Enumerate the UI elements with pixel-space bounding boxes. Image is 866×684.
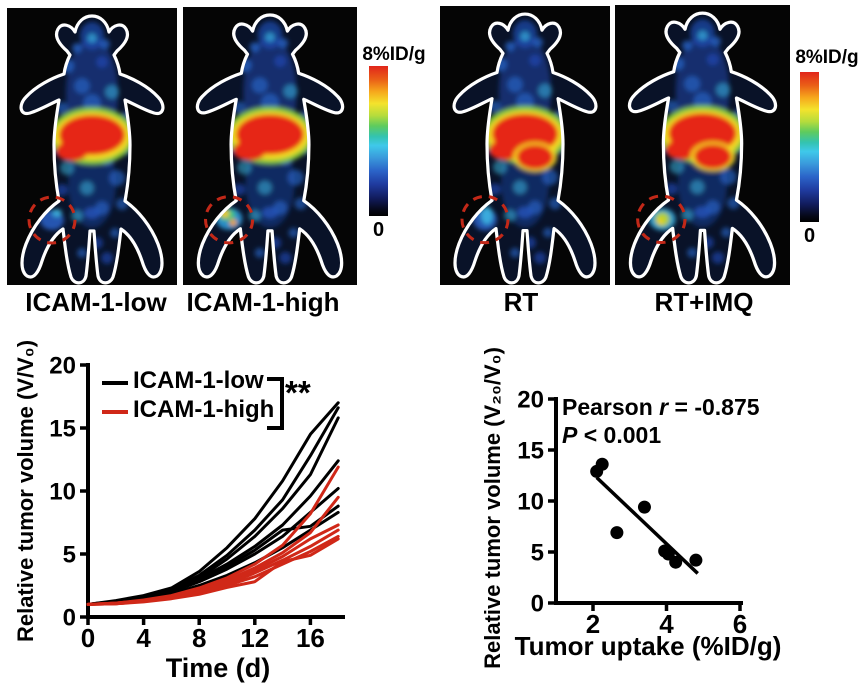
significance-stars: ** <box>285 374 311 411</box>
tumor-roi-circle <box>203 195 255 245</box>
scatter-y-tick-label: 5 <box>531 540 544 567</box>
growth-y-tick-label: 0 <box>63 605 76 632</box>
colorbar-right-max-label: 8%ID/g <box>795 47 859 68</box>
growth-y-tick-label: 20 <box>49 353 76 380</box>
scatter-point <box>637 500 651 514</box>
pearson-r-symbol: r <box>659 394 669 420</box>
scatter-point <box>610 526 624 540</box>
scatter-y-tick-label: 15 <box>517 438 544 465</box>
scatter-x-tick-label: 6 <box>733 609 747 639</box>
scatter-xaxis-title: Tumor uptake (%ID/g) <box>515 631 782 661</box>
tumor-roi-circle <box>460 194 510 245</box>
growth-y-tick-label: 5 <box>63 542 76 569</box>
regression-line <box>595 476 699 575</box>
pearson-r-value: = -0.875 <box>668 394 760 420</box>
tumor-roi-circle <box>636 194 687 245</box>
panel-caption-icam-1-low: ICAM-1-low <box>25 287 167 317</box>
legend-swatch-icam-1-high <box>102 410 128 414</box>
colorbar-right-min-label: 0 <box>803 225 816 247</box>
mouse-outline <box>627 11 778 285</box>
colorbar-left <box>369 66 388 216</box>
p-symbol: P <box>562 422 578 448</box>
scatter-y-tick-label: 0 <box>531 591 544 618</box>
growth-x-tick-label: 4 <box>136 623 151 653</box>
panel-caption-rt-imq: RT+IMQ <box>654 287 754 317</box>
colorbar-left-min-label: 0 <box>372 219 385 241</box>
scatter-point <box>595 457 609 471</box>
pet-liver-signal <box>658 105 747 172</box>
pearson-prefix: Pearson <box>562 394 660 420</box>
tumor-signal <box>40 209 64 230</box>
mouse-outline <box>195 13 345 285</box>
mouse-outline <box>19 14 165 285</box>
mouse-outline <box>452 12 598 285</box>
panel-caption-icam-1-high: ICAM-1-high <box>186 287 340 317</box>
scatter-point <box>689 553 703 567</box>
tumor-growth-chart: Time (d) Relative tumor volume (V/V₀) 0 5… <box>13 340 345 683</box>
colorbar-left-max-label: 8%ID/g <box>362 44 426 65</box>
pet-image-icam-1-low <box>7 8 177 285</box>
tumor-signal <box>648 208 676 231</box>
growth-x-tick-label: 12 <box>240 623 269 653</box>
legend-label-icam-1-high: ICAM-1-high <box>133 396 275 423</box>
pet-image-rt-imq <box>615 5 790 285</box>
growth-x-tick-label: 16 <box>296 623 325 653</box>
scatter-y-tick-label: 20 <box>517 387 544 414</box>
pet-liver-signal <box>225 106 315 165</box>
scatter-point <box>669 555 683 569</box>
p-value: < 0.001 <box>577 422 662 448</box>
scatter-x-tick-label: 2 <box>586 609 600 639</box>
growth-y-tick-label: 10 <box>49 479 76 506</box>
growth-yaxis-title: Relative tumor volume (V/V₀) <box>13 340 38 642</box>
scatter-x-tick-label: 4 <box>659 609 674 639</box>
significance-bracket <box>267 377 284 430</box>
correlation-scatter-chart: Tumor uptake (%ID/g) Relative tumor volu… <box>480 347 782 669</box>
growth-x-tick-label: 8 <box>192 623 206 653</box>
panel-caption-rt: RT <box>503 287 539 317</box>
pet-image-icam-1-high <box>183 7 357 285</box>
pet-image-rt <box>440 6 610 285</box>
colorbar-right <box>800 72 819 222</box>
growth-curve-icam-1-high <box>86 537 340 606</box>
pet-signal-layer <box>454 14 596 283</box>
tumor-roi-circle <box>27 195 77 245</box>
scatter-yaxis-title: Relative tumor volume (V₂₀/V₀) <box>480 347 505 669</box>
growth-xaxis-title: Time (d) <box>166 653 271 683</box>
legend-swatch-icam-1-low <box>102 381 128 385</box>
pet-liver-signal <box>49 107 135 165</box>
pearson-annotation: Pearson r = -0.875 P < 0.001 <box>562 393 760 449</box>
pet-liver-signal <box>482 105 568 173</box>
growth-x-tick-label: 0 <box>81 623 95 653</box>
pet-signal-layer <box>21 16 163 283</box>
legend-label-icam-1-low: ICAM-1-low <box>133 367 264 394</box>
scatter-y-tick-label: 10 <box>517 489 544 516</box>
growth-y-tick-label: 15 <box>49 416 76 443</box>
